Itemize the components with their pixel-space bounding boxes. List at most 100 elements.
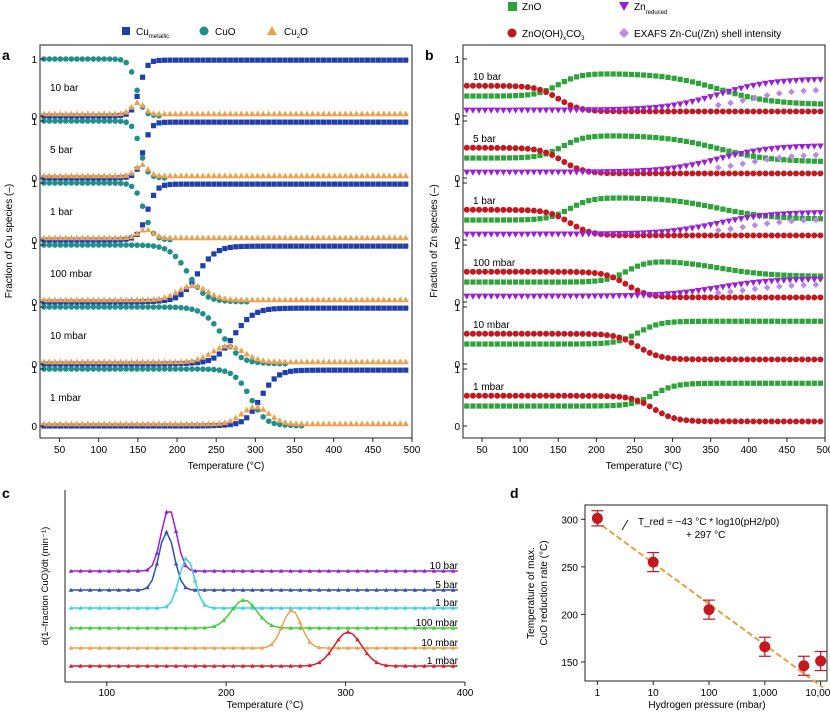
series-point-5 bbox=[97, 663, 102, 668]
data-point-zno-carbonate bbox=[579, 269, 586, 276]
data-point-cuo bbox=[112, 366, 118, 372]
series-point-4 bbox=[307, 639, 312, 644]
data-point-zno bbox=[720, 266, 726, 272]
data-point-cuo bbox=[139, 366, 146, 372]
data-point-cu2o bbox=[314, 358, 322, 365]
data-point-cu2o bbox=[155, 232, 163, 239]
data-point-zno-carbonate bbox=[622, 280, 629, 287]
data-point-cu2o bbox=[150, 170, 157, 177]
data-point-cuo bbox=[84, 242, 91, 248]
data-point-zno bbox=[799, 318, 805, 324]
data-point-cu2o bbox=[183, 283, 190, 290]
series-point-2 bbox=[441, 605, 446, 610]
data-point-zno-carbonate bbox=[469, 330, 476, 337]
data-point-zno bbox=[744, 269, 750, 275]
data-point-exafs bbox=[812, 281, 820, 289]
y-tick-b-3: 0 bbox=[454, 174, 460, 185]
data-point-zno-carbonate bbox=[640, 346, 647, 353]
data-point-cu-metallic bbox=[244, 415, 250, 421]
data-point-zn-reduced bbox=[530, 231, 538, 238]
data-point-cu2o bbox=[243, 296, 250, 303]
data-point-zno-carbonate bbox=[689, 417, 696, 424]
data-point-cu-metallic bbox=[266, 119, 272, 125]
series-point-3 bbox=[68, 625, 74, 630]
data-point-zn-reduced bbox=[487, 169, 495, 176]
y-tick-b-5: 0 bbox=[454, 236, 460, 247]
data-point-zno bbox=[811, 380, 817, 386]
series-point-2 bbox=[278, 605, 284, 610]
data-point-zno bbox=[604, 195, 610, 201]
series-point-4 bbox=[250, 645, 255, 650]
data-point-zno-carbonate bbox=[689, 170, 696, 177]
data-point-cuo bbox=[79, 56, 86, 62]
series-point-4 bbox=[145, 645, 150, 650]
data-point-zno bbox=[805, 380, 811, 386]
data-point-cu-metallic bbox=[386, 57, 392, 63]
data-point-zno bbox=[647, 196, 653, 202]
data-point-cu2o bbox=[402, 358, 409, 365]
data-point-zno bbox=[714, 380, 720, 386]
data-point-cuo bbox=[46, 242, 53, 248]
data-point-zn-reduced bbox=[634, 292, 641, 299]
data-point-zno-carbonate bbox=[549, 92, 556, 99]
data-point-zn-reduced bbox=[756, 279, 763, 286]
data-point-cu2o bbox=[68, 110, 75, 117]
data-point-cu-metallic bbox=[359, 243, 365, 249]
data-point-cu-metallic bbox=[161, 119, 168, 125]
series-point-3 bbox=[221, 618, 227, 623]
data-point-cu-metallic bbox=[331, 367, 338, 373]
data-point-cu2o bbox=[90, 172, 97, 179]
data-point-zn-reduced bbox=[487, 231, 495, 238]
series-point-4 bbox=[126, 645, 131, 650]
series-point-3 bbox=[78, 625, 83, 630]
data-point-zno bbox=[500, 217, 506, 223]
data-point-zno bbox=[665, 259, 671, 265]
series-point-0 bbox=[87, 568, 93, 573]
data-point-zn-reduced bbox=[585, 107, 593, 114]
data-point-zno bbox=[708, 144, 714, 150]
data-point-cu2o bbox=[287, 296, 294, 303]
data-point-exafs bbox=[751, 285, 759, 293]
data-point-cu2o bbox=[270, 172, 278, 179]
x-tick-label-b: 200 bbox=[588, 445, 605, 456]
data-point-zn-reduced bbox=[512, 231, 519, 238]
data-point-cu2o bbox=[347, 234, 355, 241]
data-point-zno-carbonate bbox=[543, 209, 550, 216]
data-point-zno-carbonate bbox=[561, 330, 568, 337]
data-point-cu2o bbox=[254, 355, 261, 362]
series-point-1 bbox=[231, 587, 236, 592]
data-point-cuo bbox=[46, 118, 53, 124]
data-point-zn-reduced bbox=[530, 107, 538, 114]
data-point-zno bbox=[482, 279, 488, 285]
data-point-cu2o bbox=[238, 296, 245, 303]
data-point-zno-carbonate bbox=[817, 356, 824, 363]
data-point-cu-metallic bbox=[145, 206, 151, 212]
data-point-cu2o bbox=[188, 420, 196, 427]
data-point-cuo bbox=[271, 420, 277, 427]
data-point-cu-metallic bbox=[145, 132, 151, 138]
series-point-2 bbox=[393, 605, 398, 610]
data-point-cu2o bbox=[281, 234, 289, 241]
data-point-cu2o bbox=[342, 234, 349, 241]
data-point-cu-metallic bbox=[309, 367, 316, 373]
data-point-cu2o bbox=[227, 234, 234, 241]
data-point-zno-carbonate bbox=[671, 170, 678, 177]
data-point-zno bbox=[671, 259, 677, 265]
data-point-cu2o bbox=[199, 285, 207, 292]
data-point-cu-metallic bbox=[403, 181, 409, 187]
data-point-zn-reduced bbox=[634, 230, 641, 237]
series-line-3 bbox=[71, 599, 458, 629]
data-point-cu2o bbox=[309, 296, 316, 303]
data-point-zno-carbonate bbox=[488, 268, 495, 275]
data-point-zn-reduced bbox=[524, 107, 532, 114]
data-point-cu-metallic bbox=[200, 263, 206, 269]
data-point-zno-carbonate bbox=[573, 392, 580, 399]
data-point-cu2o bbox=[128, 169, 135, 176]
data-point-cu2o bbox=[397, 296, 404, 303]
data-point-cu2o bbox=[194, 356, 201, 362]
data-point-zno bbox=[488, 403, 494, 409]
data-point-zno bbox=[659, 197, 665, 203]
data-point-zno-carbonate bbox=[665, 354, 672, 361]
data-point-cu2o bbox=[90, 110, 97, 117]
